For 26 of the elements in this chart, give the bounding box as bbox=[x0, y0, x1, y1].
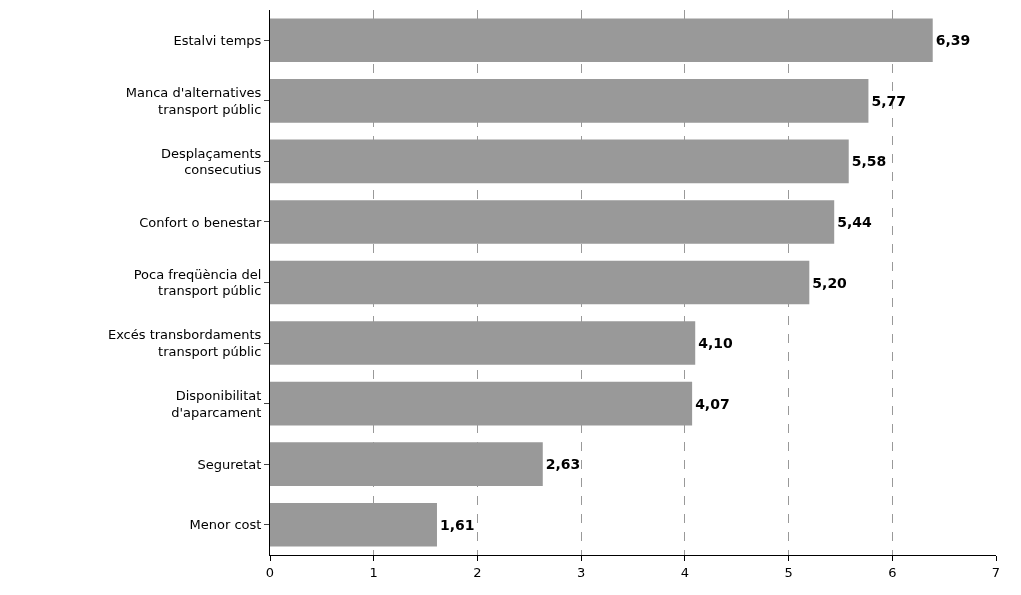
x-tick-label: 5 bbox=[784, 564, 793, 580]
y-tick-label: Disponibilitat d'aparcament bbox=[171, 387, 262, 420]
y-tick-label: Manca d'alternatives transport públic bbox=[125, 84, 262, 117]
y-tick-label: Confort o benestar bbox=[139, 214, 263, 230]
y-tick-label: Menor cost bbox=[189, 517, 262, 533]
y-tick-label: Excés transbordaments transport públic bbox=[107, 327, 262, 360]
y-tick-label: Estalvi temps bbox=[173, 32, 262, 48]
data-label: 2,63 bbox=[545, 456, 581, 473]
data-label: 5,58 bbox=[851, 153, 887, 170]
data-label: 6,39 bbox=[935, 32, 971, 49]
data-label: 5,44 bbox=[837, 213, 873, 230]
x-tick-label: 3 bbox=[577, 564, 586, 580]
data-label: 5,77 bbox=[871, 92, 906, 109]
y-tick-label: Desplaçaments consecutius bbox=[160, 145, 262, 178]
x-tick-label: 6 bbox=[888, 564, 897, 580]
y-tick-label: Seguretat bbox=[197, 456, 262, 472]
x-tick-label: 4 bbox=[680, 564, 689, 580]
x-tick-label: 0 bbox=[265, 564, 275, 580]
data-label: 4,07 bbox=[695, 395, 730, 412]
y-tick-label: Poca freqüència del transport públic bbox=[133, 266, 262, 299]
data-label: 4,10 bbox=[698, 335, 734, 352]
data-label: 1,61 bbox=[439, 516, 475, 533]
x-tick-label: 7 bbox=[991, 564, 1001, 580]
x-tick-label: 2 bbox=[473, 564, 482, 580]
data-label: 5,20 bbox=[812, 274, 848, 291]
x-tick-label: 1 bbox=[369, 564, 378, 580]
